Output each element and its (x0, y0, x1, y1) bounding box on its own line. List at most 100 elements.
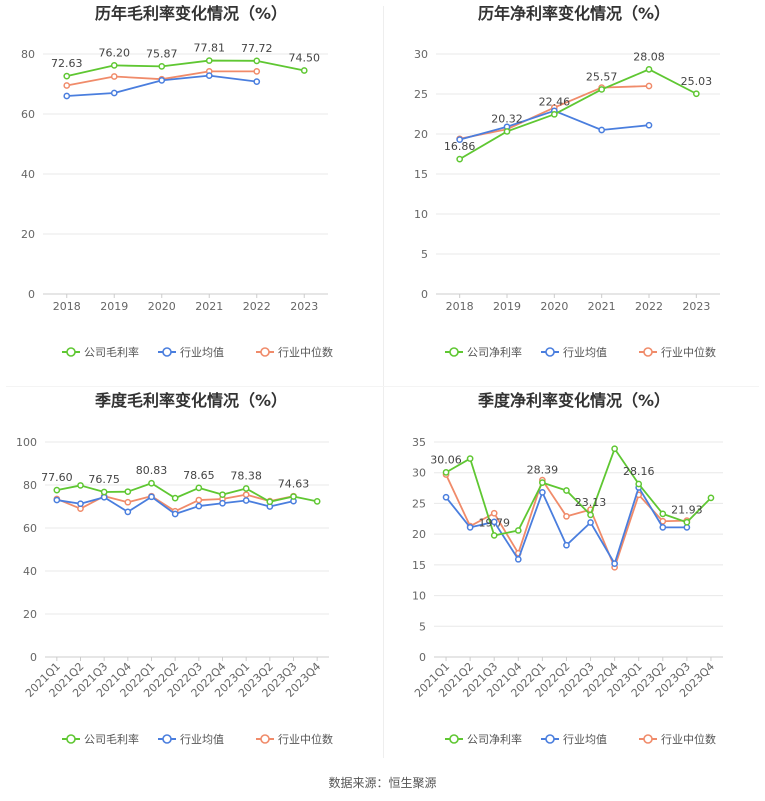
industry-median-point (242, 491, 250, 499)
industry-avg-point (587, 519, 594, 526)
data-label: 21.93 (671, 503, 703, 516)
legend-item-industry-median: 行业中位数 (256, 345, 333, 359)
legend-item-industry-median: 行业中位数 (639, 732, 716, 746)
industry-avg-point (100, 493, 108, 501)
industry-avg-point (219, 499, 226, 507)
legend-swatch-marker (260, 347, 270, 357)
legend-item-industry-median: 行业中位数 (639, 345, 716, 359)
legend-label: 行业中位数 (278, 732, 333, 746)
industry-avg-point (456, 136, 464, 143)
x-tick-label: 2021 (195, 300, 223, 313)
industry-avg-point (253, 78, 261, 85)
data-label: 20.32 (491, 112, 523, 125)
vertical-divider (383, 6, 384, 758)
company-point (290, 493, 297, 500)
industry-avg-point (514, 555, 522, 563)
data-label: 74.63 (278, 478, 310, 491)
company-point (171, 494, 179, 502)
industry-avg-point (598, 126, 606, 134)
y-tick-label: 80 (21, 48, 35, 61)
industry-avg-point (563, 541, 570, 549)
industry-median-point (563, 512, 570, 520)
data-label: 30.06 (430, 453, 462, 466)
y-tick-label: 20 (414, 128, 428, 141)
data-label: 78.38 (230, 469, 262, 482)
company-line (445, 447, 712, 537)
company-point (563, 487, 570, 494)
chart-title: 历年毛利率变化情况（%） (95, 4, 287, 23)
y-tick-label: 40 (23, 565, 37, 578)
data-label: 28.39 (527, 464, 559, 477)
data-label: 22.46 (539, 95, 571, 108)
y-tick-label: 80 (23, 479, 37, 492)
company-point (598, 86, 606, 93)
x-tick-label: 2022 (635, 300, 663, 313)
x-tick-label: 2021 (588, 300, 616, 313)
industry-median-point (110, 73, 118, 80)
company-point (205, 57, 213, 64)
company-point (100, 488, 108, 496)
industry-avg-point (539, 489, 546, 496)
legend-label: 公司毛利率 (84, 732, 139, 746)
legend-item-company: 公司毛利率 (62, 732, 139, 746)
legend-label: 公司毛利率 (84, 345, 139, 359)
industry-avg-point (171, 510, 179, 518)
company-point (550, 110, 558, 118)
industry-avg-point (205, 72, 213, 79)
legend-label: 行业均值 (563, 733, 607, 746)
company-point (539, 479, 546, 486)
company-point (692, 90, 700, 98)
data-label: 77.72 (241, 42, 273, 55)
industry-avg-point (466, 524, 474, 531)
legend-item-industry-avg: 行业均值 (158, 733, 224, 746)
legend-label: 行业中位数 (661, 732, 716, 746)
industry-median-point (195, 496, 203, 504)
company-point (148, 479, 155, 487)
industry-avg-point (242, 497, 250, 504)
company-line (56, 482, 318, 503)
company-line (459, 68, 697, 160)
legend-item-company: 公司净利率 (445, 732, 522, 746)
legend-swatch-marker (449, 734, 459, 744)
data-label: 77.81 (194, 42, 226, 55)
y-tick-label: 25 (412, 497, 426, 510)
annual-gross-margin-svg: 历年毛利率变化情况（%） 0 20 40 60 80 2018 2019 2020 2021 202… (21, 4, 333, 359)
y-tick-label: 60 (23, 522, 37, 535)
company-point (514, 527, 522, 534)
legend-label: 公司净利率 (467, 345, 522, 359)
data-label: 78.65 (183, 469, 215, 482)
data-label: 25.57 (586, 70, 618, 83)
company-point (195, 484, 203, 492)
legend-swatch-marker (545, 734, 555, 744)
horizontal-divider (6, 386, 759, 387)
x-tick-label: 2018 (446, 300, 474, 313)
industry-avg-point (645, 121, 653, 129)
industry-avg-point (110, 89, 118, 97)
x-tick-label: 2018 (53, 300, 81, 313)
data-label: 16.86 (444, 140, 476, 153)
company-point (253, 57, 261, 65)
industry-avg-point (442, 493, 450, 501)
data-label: 80.83 (136, 464, 168, 477)
legend-swatch-marker (643, 734, 653, 744)
y-tick-label: 5 (419, 620, 426, 633)
company-point (77, 482, 84, 489)
y-tick-label: 5 (421, 248, 428, 261)
y-tick-label: 0 (421, 288, 428, 301)
x-tick-label: 2019 (100, 300, 128, 313)
industry-avg-point (148, 493, 155, 501)
company-point (313, 497, 321, 505)
industry-avg-point (53, 496, 61, 504)
quarterly-net-margin-chart: 季度净利率变化情况（%） 0 5 10 15 20 25 30 35 2021Q1 2021Q2 20… (383, 387, 765, 772)
y-tick-label: 10 (412, 590, 426, 603)
data-label: 75.87 (146, 47, 178, 60)
legend-label: 行业中位数 (278, 345, 333, 359)
company-point (124, 488, 132, 496)
industry-avg-point (63, 92, 71, 100)
data-label: 77.60 (41, 471, 73, 484)
company-point (490, 532, 498, 539)
x-tick-label: 2020 (148, 300, 176, 313)
data-source: 数据来源：恒生聚源 (328, 776, 437, 790)
legend-item-industry-avg: 行业均值 (541, 733, 607, 746)
quarterly-gross-margin-svg: 季度毛利率变化情况（%）0204060801002021Q12021Q22021… (16, 391, 333, 746)
